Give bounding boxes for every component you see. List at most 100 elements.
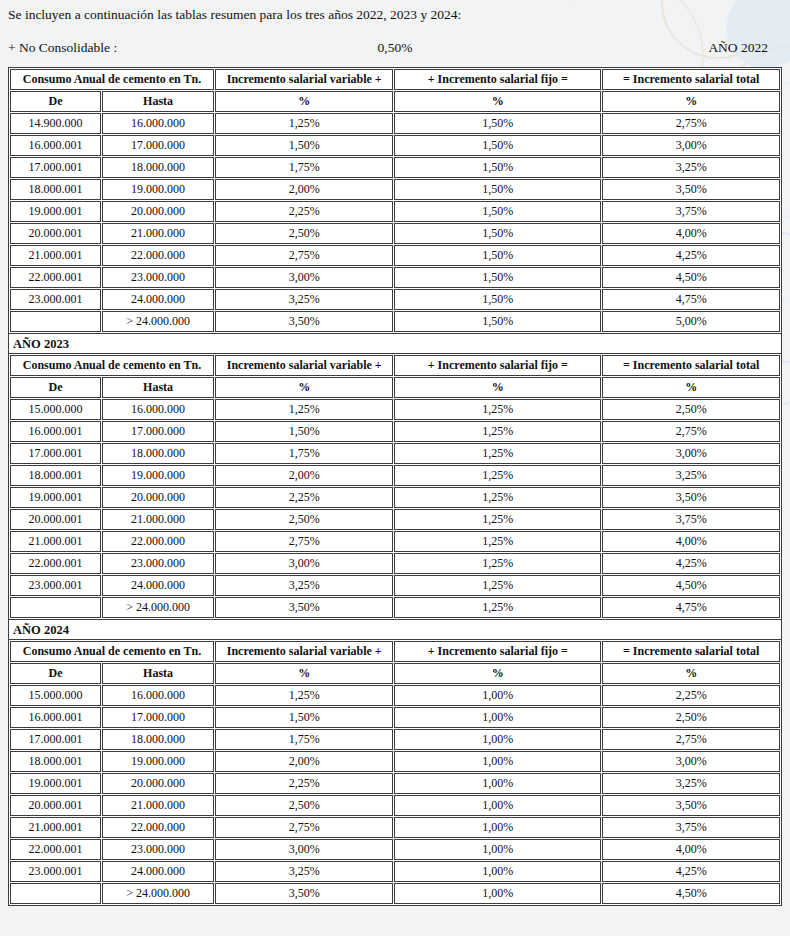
header-total: = Incremento salarial total [602,355,780,376]
year-label-2023: AÑO 2023 [8,334,782,353]
cell-variable: 3,50% [215,311,393,332]
cell-total: 2,75% [602,729,780,750]
cell-hasta: 20.000.000 [102,487,214,508]
cell-total: 4,00% [602,531,780,552]
cell-variable: 1,75% [215,729,393,750]
cell-hasta: 18.000.000 [102,729,214,750]
cell-variable: 3,50% [215,883,393,904]
cell-de: 23.000.001 [10,861,101,882]
cell-de: 17.000.001 [10,729,101,750]
cell-de: 20.000.001 [10,795,101,816]
no-consolidable-value: 0,50% [266,40,524,56]
cell-variable: 1,50% [215,135,393,156]
cell-hasta: 23.000.000 [102,839,214,860]
cell-variable: 2,50% [215,223,393,244]
cell-fijo: 1,50% [394,289,601,310]
cell-variable: 1,25% [215,685,393,706]
cell-de: 14.900.000 [10,113,101,134]
cell-de [10,883,101,904]
table-row: 17.000.00118.000.0001,75%1,25%3,00% [10,443,780,464]
cell-fijo: 1,50% [394,179,601,200]
table-row: 17.000.00118.000.0001,75%1,00%2,75% [10,729,780,750]
cell-fijo: 1,25% [394,399,601,420]
cell-variable: 2,75% [215,817,393,838]
cell-de: 23.000.001 [10,289,101,310]
cell-fijo: 1,00% [394,839,601,860]
cell-variable: 3,25% [215,289,393,310]
cell-total: 4,50% [602,267,780,288]
cell-fijo: 1,25% [394,531,601,552]
cell-hasta: 24.000.000 [102,861,214,882]
table-row: 19.000.00120.000.0002,25%1,50%3,75% [10,201,780,222]
table-2022-header: Consumo Anual de cemento en Tn. Incremen… [10,69,780,112]
cell-fijo: 1,25% [394,443,601,464]
no-consolidable-row: + No Consolidable : 0,50% AÑO 2022 [8,40,782,56]
header-de: De [10,663,101,684]
cell-variable: 3,25% [215,575,393,596]
cell-total: 3,50% [602,795,780,816]
header-total: = Incremento salarial total [602,641,780,662]
cell-hasta: 18.000.000 [102,157,214,178]
table-row: 21.000.00122.000.0002,75%1,00%3,75% [10,817,780,838]
table-2024-header: Consumo Anual de cemento en Tn. Incremen… [10,641,780,684]
table-row: 21.000.00122.000.0002,75%1,50%4,25% [10,245,780,266]
header-variable: Incremento salarial variable + [215,355,393,376]
table-row: 18.000.00119.000.0002,00%1,50%3,50% [10,179,780,200]
header-total: = Incremento salarial total [602,69,780,90]
cell-fijo: 1,00% [394,861,601,882]
table-row: 19.000.00120.000.0002,25%1,00%3,25% [10,773,780,794]
cell-variable: 3,25% [215,861,393,882]
cell-fijo: 1,25% [394,597,601,618]
cell-total: 3,00% [602,751,780,772]
cell-total: 2,25% [602,685,780,706]
cell-variable: 3,50% [215,597,393,618]
table-row: > 24.000.0003,50%1,50%5,00% [10,311,780,332]
cell-de: 16.000.001 [10,135,101,156]
cell-variable: 2,25% [215,201,393,222]
cell-de: 20.000.001 [10,223,101,244]
cell-variable: 2,50% [215,795,393,816]
cell-de: 18.000.001 [10,465,101,486]
table-row: > 24.000.0003,50%1,25%4,75% [10,597,780,618]
header-de: De [10,377,101,398]
table-row: 15.000.00016.000.0001,25%1,25%2,50% [10,399,780,420]
table-2023-header: Consumo Anual de cemento en Tn. Incremen… [10,355,780,398]
year-label-2024: AÑO 2024 [8,620,782,639]
cell-total: 2,75% [602,421,780,442]
cell-fijo: 1,50% [394,223,601,244]
table-row: 20.000.00121.000.0002,50%1,50%4,00% [10,223,780,244]
cell-hasta: 21.000.000 [102,223,214,244]
table-row: 23.000.00124.000.0003,25%1,25%4,50% [10,575,780,596]
cell-total: 3,50% [602,487,780,508]
cell-total: 4,25% [602,861,780,882]
cell-hasta: 21.000.000 [102,509,214,530]
table-row: 16.000.00117.000.0001,50%1,25%2,75% [10,421,780,442]
cell-hasta: 19.000.000 [102,751,214,772]
cell-de: 22.000.001 [10,267,101,288]
cell-total: 3,00% [602,443,780,464]
cell-fijo: 1,50% [394,157,601,178]
table-row: 19.000.00120.000.0002,25%1,25%3,50% [10,487,780,508]
cell-total: 3,75% [602,201,780,222]
cell-total: 3,00% [602,135,780,156]
cell-fijo: 1,00% [394,817,601,838]
header-consumo: Consumo Anual de cemento en Tn. [10,641,214,662]
cell-de: 19.000.001 [10,201,101,222]
cell-variable: 2,00% [215,179,393,200]
cell-de: 21.000.001 [10,817,101,838]
cell-hasta: 19.000.000 [102,465,214,486]
table-2023: Consumo Anual de cemento en Tn. Incremen… [8,353,782,620]
cell-hasta: > 24.000.000 [102,311,214,332]
table-row: 18.000.00119.000.0002,00%1,00%3,00% [10,751,780,772]
cell-hasta: 17.000.000 [102,135,214,156]
cell-total: 4,75% [602,597,780,618]
cell-fijo: 1,25% [394,553,601,574]
cell-total: 5,00% [602,311,780,332]
cell-fijo: 1,00% [394,707,601,728]
cell-de: 15.000.000 [10,399,101,420]
cell-hasta: 24.000.000 [102,289,214,310]
cell-fijo: 1,25% [394,509,601,530]
year-label-2022: AÑO 2022 [524,40,782,56]
cell-de: 21.000.001 [10,245,101,266]
cell-hasta: 23.000.000 [102,267,214,288]
